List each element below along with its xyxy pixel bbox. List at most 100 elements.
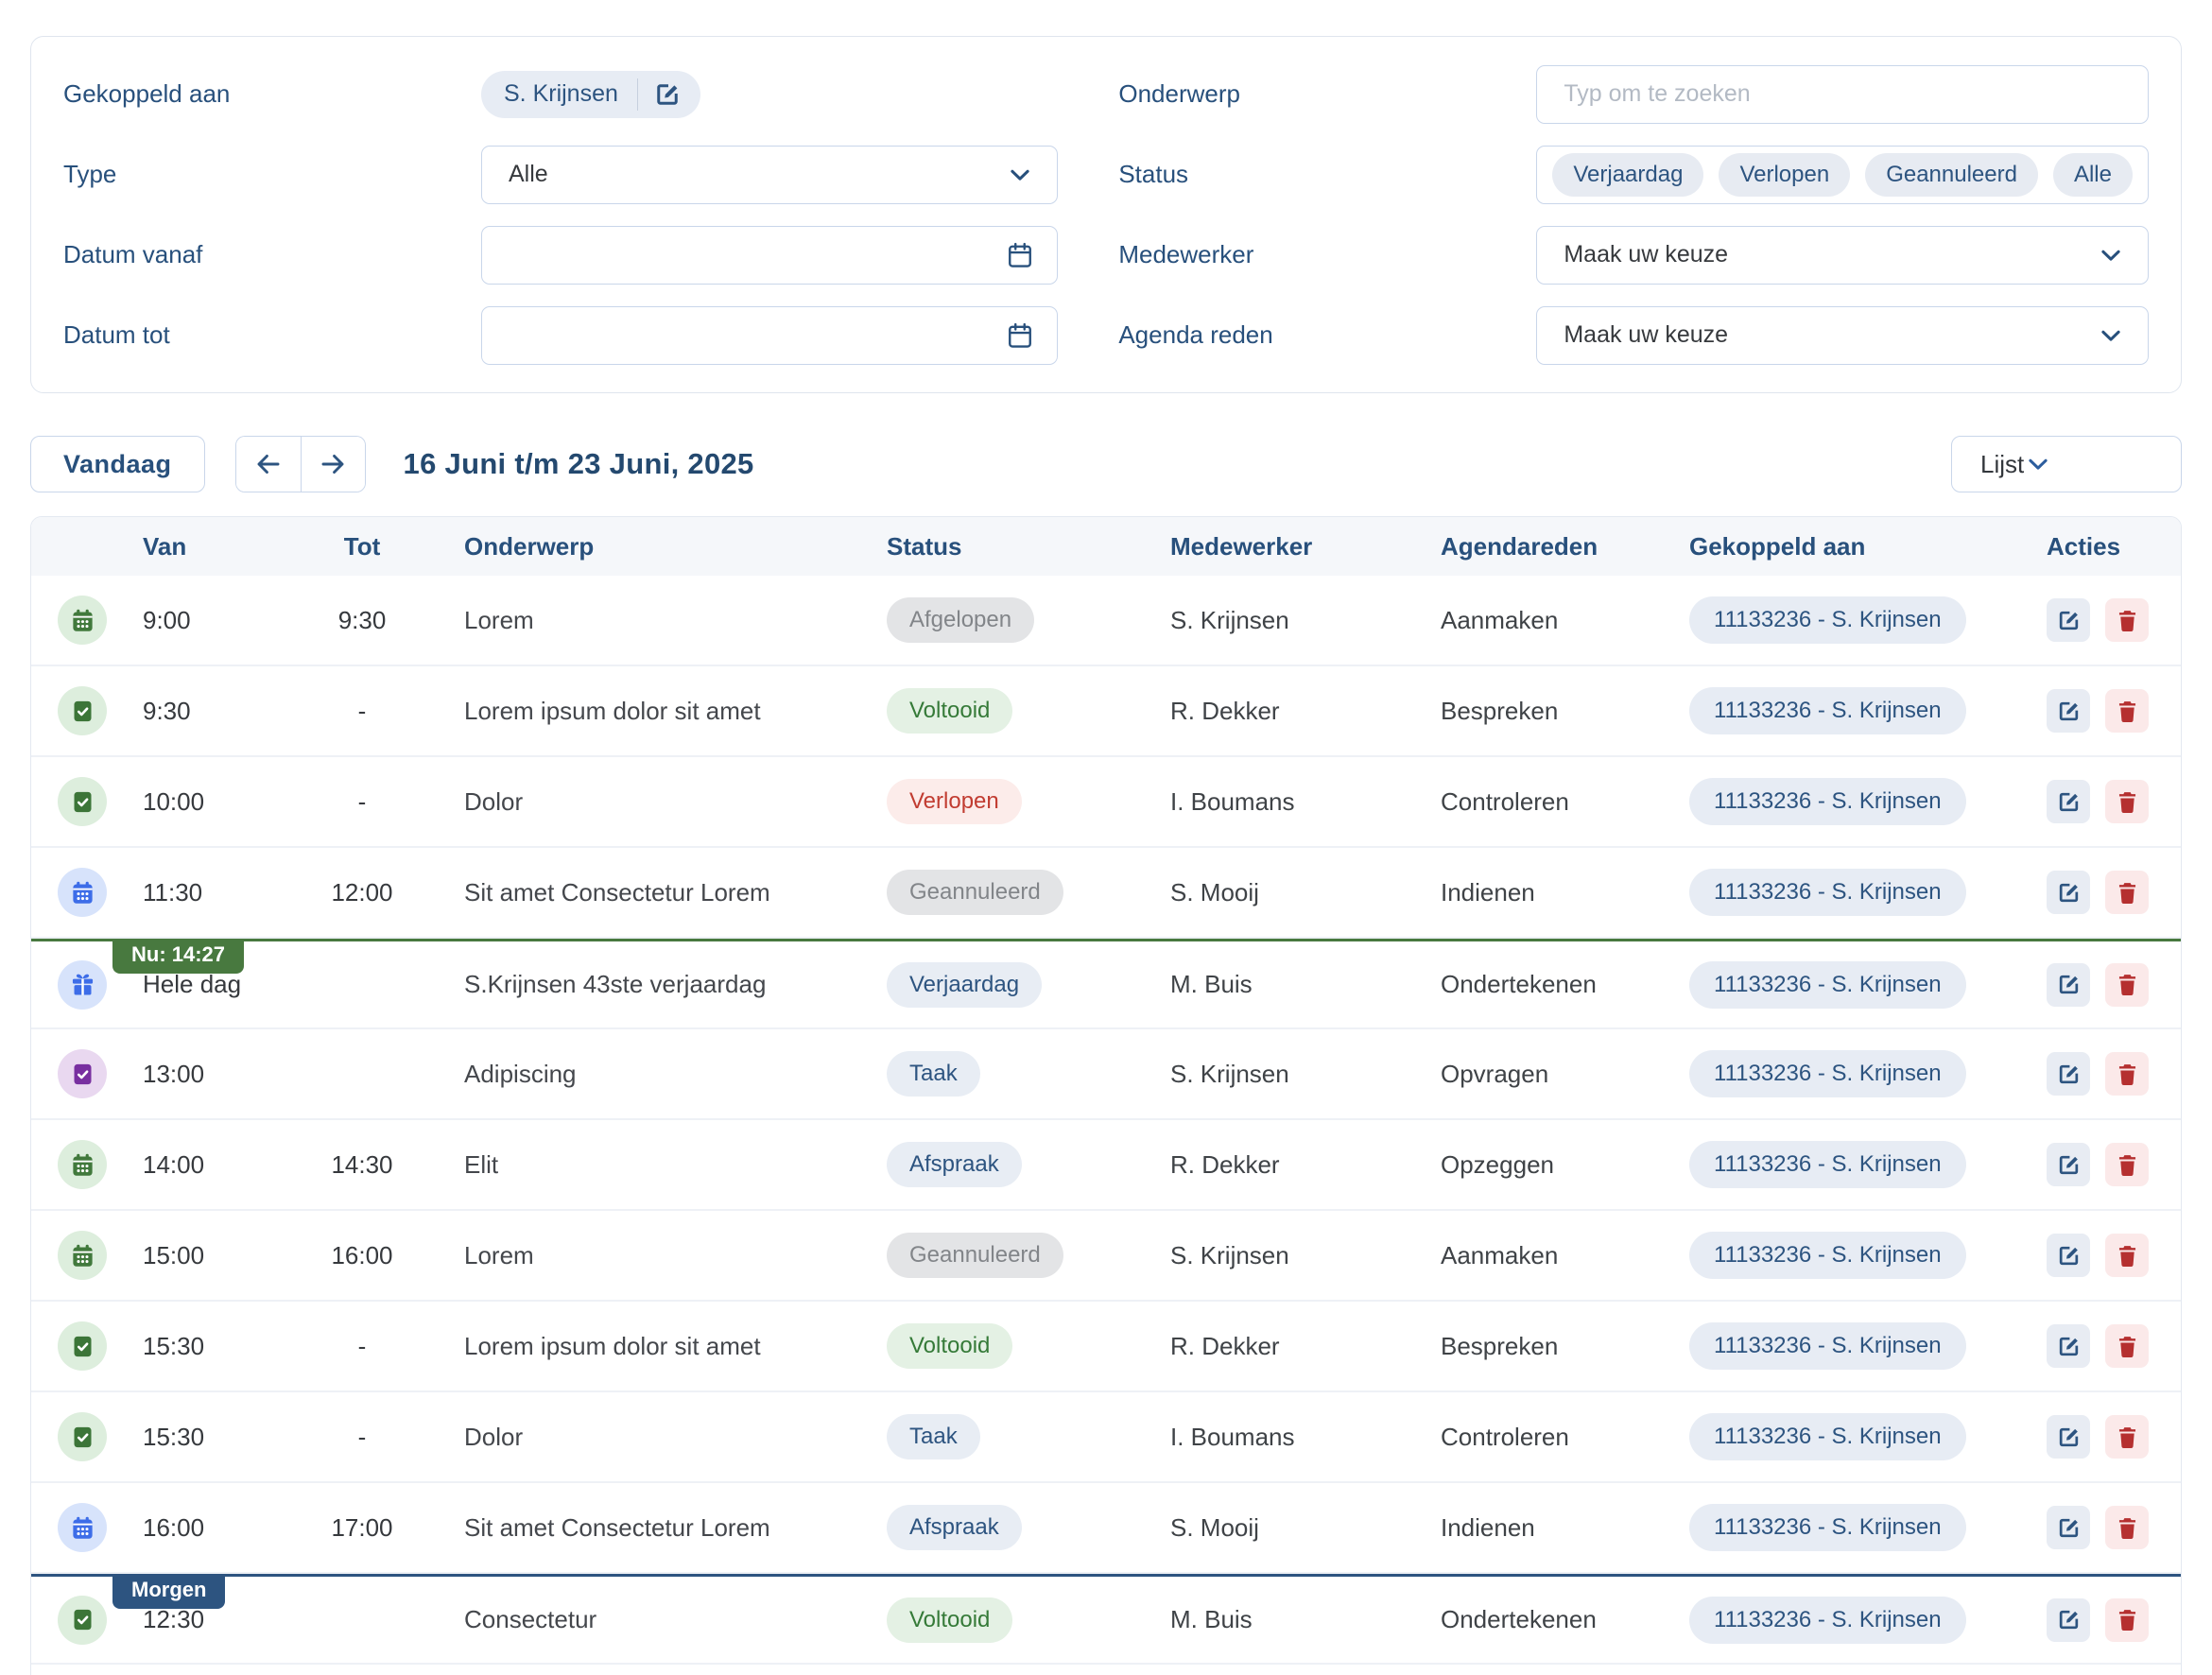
cell-van: 12:30 [143,1605,205,1633]
status-badge: Verjaardag [887,961,1043,1008]
status-chip-verjaardag[interactable]: Verjaardag [1552,152,1704,197]
cell-van: 15:00 [143,1240,205,1269]
edit-button[interactable] [2047,962,2090,1007]
cell-onderwerp: Dolor [464,1422,524,1451]
edit-button[interactable] [2047,1506,2090,1549]
calendar-icon[interactable] [1006,241,1034,269]
edit-icon [2056,1607,2082,1632]
delete-button[interactable] [2105,1506,2149,1549]
edit-button[interactable] [2047,1415,2090,1459]
linked-chip-label: 11133236 - S. Krijnsen [1714,1061,1942,1086]
cell-onderwerp: S.Krijnsen 43ste verjaardag [464,970,767,998]
table-row: 15:30 - Lorem ipsum dolor sit amet Volto… [31,1302,2181,1392]
linked-client-chip[interactable]: 11133236 - S. Krijnsen [1689,778,1966,825]
cell-medewerker: S. Mooij [1170,877,1259,907]
table-row: 15:00 16:00 Lorem Geannuleerd S. Krijnse… [31,1211,2181,1302]
cell-medewerker: I. Boumans [1170,1422,1295,1451]
delete-button[interactable] [2105,780,2149,823]
status-badge: Voltooid [887,1597,1013,1643]
edit-button[interactable] [2047,1052,2090,1096]
linked-client-chip[interactable]: 11133236 - S. Krijnsen [1689,1141,1966,1188]
delete-button[interactable] [2105,1143,2149,1186]
status-chip-verlopen[interactable]: Verlopen [1719,152,1851,197]
chevron-down-icon [2097,241,2125,269]
linked-client-chip[interactable]: 11133236 - S. Krijnsen [1689,596,1966,644]
cell-tot: - [357,786,367,816]
delete-button[interactable] [2105,871,2149,914]
agenda-reden-select-value: Maak uw keuze [1564,321,1729,348]
status-badge: Afgelopen [887,597,1035,643]
edit-icon [2056,1425,2082,1450]
cell-medewerker: R. Dekker [1170,1149,1280,1179]
delete-button[interactable] [2105,1324,2149,1368]
arrow-left-icon [253,449,284,479]
linked-client-chip[interactable]: 11133236 - S. Krijnsen [1689,1596,1966,1644]
edit-icon [653,80,682,109]
linked-client-chip[interactable]: 11133236 - S. Krijnsen [1689,1322,1966,1370]
linked-chip-label: 11133236 - S. Krijnsen [1714,607,1942,632]
cell-medewerker: R. Dekker [1170,1331,1280,1360]
today-button[interactable]: Vandaag [30,436,205,492]
calendar-icon[interactable] [1006,321,1034,350]
cell-tot: 14:30 [331,1149,393,1179]
cell-van: Hele dag [143,970,242,998]
onderwerp-search-input[interactable]: Typ om te zoeken [1536,64,2149,124]
delete-button[interactable] [2105,1415,2149,1459]
delete-button[interactable] [2105,1234,2149,1277]
delete-button[interactable] [2105,962,2149,1007]
edit-button[interactable] [2047,1234,2090,1277]
cell-medewerker: I. Boumans [1170,786,1295,816]
linked-chip-label: 11133236 - S. Krijnsen [1714,1514,1942,1540]
delete-button[interactable] [2105,689,2149,733]
type-select[interactable]: Alle [481,145,1059,204]
linked-client-chip[interactable]: 11133236 - S. Krijnsen [1689,960,1966,1009]
linked-client-chip[interactable]: 11133236 - S. Krijnsen [1689,1232,1966,1279]
agenda-reden-select[interactable]: Maak uw keuze [1536,305,2149,365]
edit-button[interactable] [2047,1324,2090,1368]
medewerker-select[interactable]: Maak uw keuze [1536,225,2149,285]
delete-button[interactable] [2105,1597,2149,1642]
gift-icon [58,959,107,1010]
edit-button[interactable] [2047,1143,2090,1186]
cell-agendareden: Aanmaken [1441,605,1559,634]
status-badge: Taak [887,1051,980,1097]
linked-client-chip[interactable]: 11133236 - S. Krijnsen [1689,687,1966,734]
cell-onderwerp: Lorem [464,605,534,634]
header-status: Status [887,531,962,561]
edit-button[interactable] [2047,689,2090,733]
edit-linked-button[interactable] [638,80,691,109]
edit-button[interactable] [2047,780,2090,823]
status-chip-alle[interactable]: Alle [2052,152,2133,197]
edit-button[interactable] [2047,871,2090,914]
trash-icon [2115,1515,2140,1541]
calendar-toolbar: Vandaag 16 Juni t/m 23 Juni, 2025 Lijst [30,436,2182,492]
header-van: Van [143,531,187,561]
edit-icon [2056,1515,2082,1541]
table-row: 15:30 - Dolor Taak I. Boumans Controlere… [31,1392,2181,1483]
edit-button[interactable] [2047,1597,2090,1642]
linked-chip-label: 11133236 - S. Krijnsen [1714,788,1942,814]
day-divider-badge: Nu: 14:27 [112,939,245,974]
datum-tot-input[interactable] [481,305,1059,365]
trash-icon [2115,1425,2140,1450]
linked-client-chip[interactable]: 11133236 - S. Krijnsen [1689,1413,1966,1460]
linked-client-chip[interactable]: 11133236 - S. Krijnsen [1689,1504,1966,1551]
header-onderwerp: Onderwerp [464,531,595,561]
cell-tot: - [357,1331,367,1360]
header-acties: Acties [2047,531,2121,561]
linked-client-chip[interactable]: 11133236 - S. Krijnsen [1689,1050,1966,1097]
delete-button[interactable] [2105,598,2149,642]
linked-chip-label: 11133236 - S. Krijnsen [1714,879,1942,905]
status-chip-geannuleerd[interactable]: Geannuleerd [1865,152,2038,197]
status-badge: Verlopen [887,779,1022,824]
table-row: 16:00 17:00 Sit amet Consectetur Lorem A… [31,1483,2181,1574]
cell-agendareden: Bespreken [1441,1331,1559,1360]
next-week-button[interactable] [300,437,365,492]
prev-week-button[interactable] [235,437,301,492]
datum-vanaf-input[interactable] [481,225,1059,285]
linked-client-chip[interactable]: 11133236 - S. Krijnsen [1689,869,1966,916]
delete-button[interactable] [2105,1052,2149,1096]
edit-button[interactable] [2047,598,2090,642]
view-mode-select[interactable]: Lijst [1951,436,2182,492]
cell-van: 16:00 [143,1512,205,1542]
